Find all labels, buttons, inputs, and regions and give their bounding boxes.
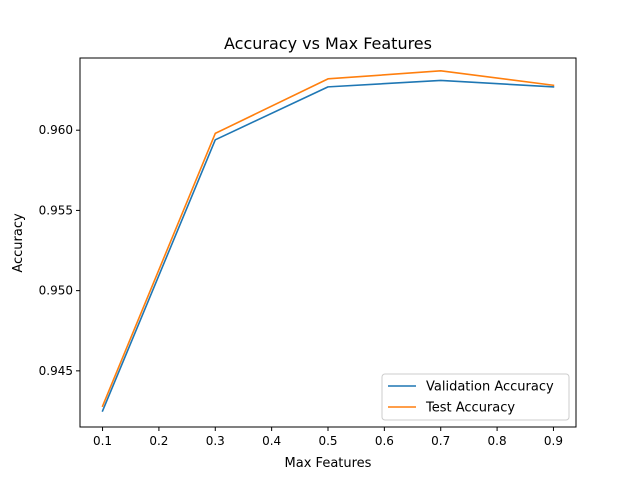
x-tick-label: 0.4: [262, 434, 281, 448]
x-tick-label: 0.3: [206, 434, 225, 448]
y-tick-label: 0.955: [39, 203, 73, 217]
legend-box: [381, 373, 570, 421]
x-axis-label: Max Features: [285, 456, 372, 471]
x-tick-label: 0.9: [544, 434, 563, 448]
x-tick-label: 0.7: [431, 434, 450, 448]
x-tick-label: 0.1: [93, 434, 112, 448]
x-tick-label: 0.5: [318, 434, 337, 448]
legend: Validation Accuracy Test Accuracy: [381, 373, 570, 421]
y-axis-label: Accuracy: [11, 213, 26, 273]
y-tick-label: 0.960: [39, 123, 73, 137]
x-tick-label: 0.2: [149, 434, 168, 448]
x-tick-label: 0.8: [488, 434, 507, 448]
chart-title: Accuracy vs Max Features: [224, 34, 432, 53]
y-tick-label: 0.950: [39, 284, 73, 298]
x-tick-label: 0.6: [375, 434, 394, 448]
y-tick-label: 0.945: [39, 364, 73, 378]
axes-frame: [79, 57, 577, 428]
legend-label: Validation Accuracy: [426, 380, 554, 395]
series-layer: [101, 70, 555, 413]
x-axis: 0.1 0.2 0.3 0.4 0.5 0.6 0.7 0.8 0.9: [93, 427, 563, 448]
legend-label: Test Accuracy: [425, 401, 515, 416]
y-axis: 0.945 0.950 0.955 0.960: [39, 123, 80, 378]
